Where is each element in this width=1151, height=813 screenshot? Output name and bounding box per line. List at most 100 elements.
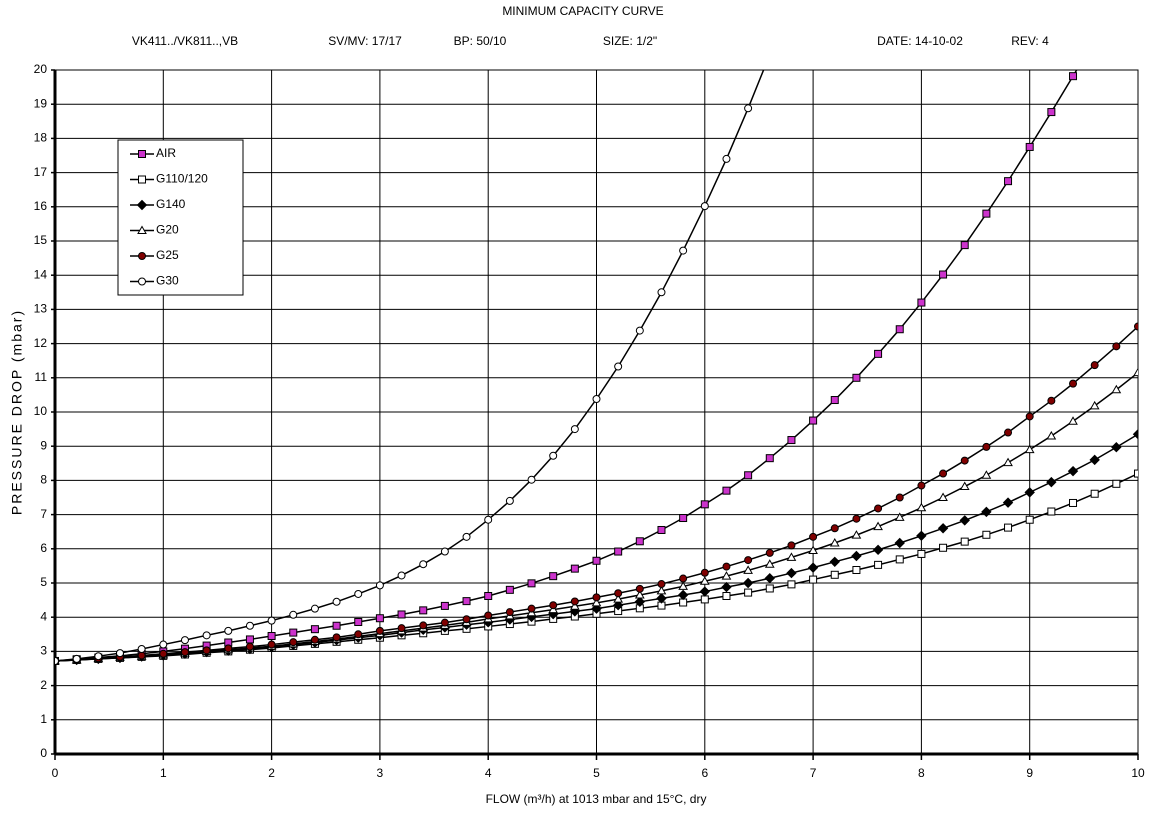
data-point	[202, 646, 211, 655]
data-point	[700, 595, 709, 604]
data-point	[634, 589, 645, 599]
legend-marker	[137, 225, 147, 234]
data-point	[1089, 400, 1100, 410]
data-point	[938, 492, 948, 501]
data-point	[527, 579, 536, 588]
y-tick-label: 2	[40, 678, 47, 692]
x-tick-label: 2	[268, 766, 275, 780]
data-point	[267, 632, 276, 641]
data-point	[895, 555, 904, 564]
data-point	[1025, 412, 1034, 421]
y-tick-label: 12	[34, 336, 48, 350]
data-point	[332, 621, 341, 630]
data-point	[137, 645, 146, 654]
data-point	[224, 644, 233, 653]
data-point	[397, 571, 406, 580]
data-point	[159, 640, 168, 649]
subtitle-item: SIZE: 1/2"	[603, 34, 657, 48]
data-point	[310, 604, 319, 613]
data-point	[678, 581, 689, 590]
data-point	[1024, 444, 1035, 454]
data-point	[874, 349, 883, 358]
data-point	[612, 600, 624, 611]
y-tick-label: 5	[40, 575, 47, 589]
data-point	[895, 325, 904, 334]
data-point	[397, 624, 406, 633]
data-point	[375, 626, 384, 635]
data-point	[917, 549, 926, 558]
data-point	[764, 559, 775, 568]
subtitle-item: REV: 4	[1011, 34, 1049, 48]
data-point	[679, 514, 688, 523]
data-point	[613, 594, 624, 603]
data-point	[591, 603, 602, 614]
data-point	[721, 581, 732, 593]
data-point	[937, 523, 949, 534]
data-point	[484, 591, 493, 600]
data-point	[569, 601, 580, 610]
data-point	[679, 246, 688, 255]
legend-marker	[138, 150, 146, 158]
data-point	[1047, 108, 1056, 117]
data-point	[677, 589, 689, 601]
data-point	[591, 597, 602, 607]
data-point	[981, 470, 992, 479]
data-point	[484, 611, 493, 620]
y-tick-label: 0	[40, 746, 47, 760]
data-point	[829, 556, 840, 568]
data-point	[614, 362, 623, 371]
data-point	[959, 481, 970, 491]
y-tick-label: 4	[40, 609, 47, 623]
data-point	[1003, 457, 1013, 467]
legend-label: G140	[156, 197, 186, 211]
data-point	[1112, 479, 1121, 488]
data-point	[614, 547, 623, 556]
data-point	[872, 544, 884, 556]
y-tick-label: 15	[34, 233, 48, 247]
data-point	[267, 616, 276, 625]
data-point	[354, 589, 363, 598]
data-point	[852, 373, 861, 382]
data-point	[202, 631, 211, 640]
data-point	[786, 567, 797, 579]
y-tick-label: 8	[40, 473, 47, 487]
data-point	[332, 597, 341, 606]
data-point	[744, 471, 753, 480]
data-point	[699, 576, 710, 585]
data-point	[72, 654, 81, 663]
data-point	[332, 633, 341, 642]
data-point	[310, 635, 319, 644]
y-tick-label: 18	[34, 131, 48, 145]
data-point	[115, 649, 124, 658]
data-point	[549, 451, 558, 460]
data-point	[635, 537, 644, 546]
data-point	[1069, 72, 1078, 81]
data-point	[289, 610, 298, 619]
data-point	[289, 628, 298, 637]
data-point	[180, 648, 189, 657]
data-point	[982, 530, 991, 539]
data-point	[635, 584, 644, 593]
y-axis-label: PRESSURE DROP (mbar)	[9, 309, 25, 515]
data-point	[939, 543, 948, 552]
data-point	[657, 580, 666, 589]
y-tick-label: 9	[40, 438, 47, 452]
data-point	[375, 614, 384, 623]
data-point	[786, 552, 797, 561]
data-point	[1069, 498, 1078, 507]
y-tick-label: 14	[34, 267, 48, 281]
data-point	[679, 574, 688, 583]
y-tick-label: 6	[40, 541, 47, 555]
series-line	[55, 70, 765, 662]
data-point	[267, 640, 276, 649]
data-point	[960, 456, 969, 465]
data-point	[787, 580, 796, 589]
subtitle-item: DATE: 14-10-02	[877, 34, 963, 48]
legend-marker	[138, 252, 146, 260]
data-point	[873, 521, 883, 531]
data-point	[744, 556, 753, 565]
data-point	[764, 573, 775, 584]
data-point	[440, 618, 449, 627]
data-point	[939, 270, 948, 279]
data-point	[851, 530, 862, 539]
